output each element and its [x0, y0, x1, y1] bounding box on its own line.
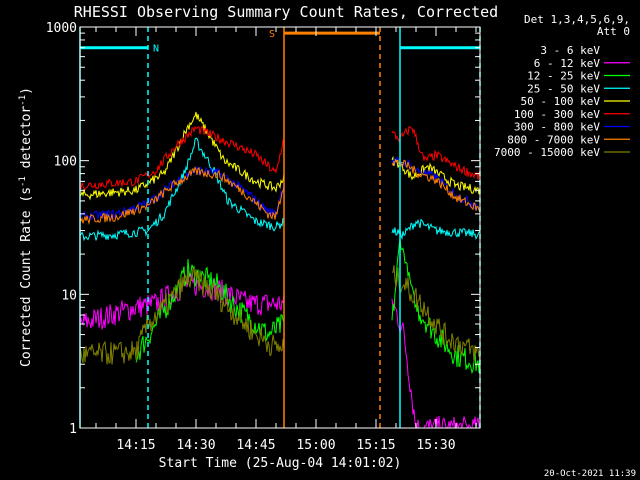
legend-label-5: 50 - 100 keV — [521, 95, 601, 108]
legend-label-8: 800 - 7000 keV — [507, 133, 600, 146]
legend-label-3: 12 - 25 keV — [527, 70, 600, 83]
x-tick-label-1445: 14:45 — [236, 438, 275, 453]
footer-date: 20-Oct-2021 11:39 — [544, 469, 636, 479]
y-tick-label-100: 100 — [54, 155, 77, 170]
x-axis-label: Start Time (25-Aug-04 14:01:02) — [159, 456, 402, 471]
series-line-6-part-2 — [391, 126, 480, 180]
legend-header-line-1: Det 1,3,4,5,6,9, — [524, 13, 630, 26]
x-tick-label-1415: 14:15 — [116, 438, 155, 453]
plot-frame — [79, 26, 481, 429]
axes: 1 10 100 1000 14:15 14:30 14:45 15:00 15:15 15:30 — [46, 21, 480, 453]
legend-label-4: 25 - 50 keV — [527, 82, 600, 95]
y-axis-label-part-5: ) — [19, 87, 34, 95]
y-tick-label-1: 1 — [69, 422, 77, 437]
plot-area: NS — [79, 27, 481, 428]
series-line-8-part-1 — [80, 166, 285, 226]
series-line-1-part-1 — [80, 272, 285, 428]
y-tick-label-10: 10 — [61, 288, 77, 303]
legend-label-9: 7000 - 15000 keV — [494, 146, 600, 159]
x-tick-label-1430: 14:30 — [176, 438, 215, 453]
series-line-3-part-2 — [391, 238, 480, 375]
legend-label-7: 300 - 800 keV — [514, 121, 600, 134]
series-line-8-part-2 — [391, 158, 480, 213]
annotation-S-label: S — [269, 29, 275, 40]
y-axis-label-part-2: -1 — [18, 176, 28, 187]
series-line-9-part-2 — [391, 265, 480, 363]
legend-label-6: 100 - 300 keV — [514, 108, 600, 121]
legend-header-line-2: Att 0 — [597, 25, 630, 38]
series-line-4-part-2 — [391, 218, 480, 241]
y-axis-label: Corrected Count Rate (s-1 detector-1) — [18, 87, 34, 367]
legend-label-1: 3 - 6 keV — [540, 44, 600, 57]
series-line-1-part-2 — [391, 261, 480, 428]
series-line-4-part-1 — [80, 137, 285, 242]
series-line-6-part-1 — [80, 125, 285, 191]
x-tick-label-1530: 15:30 — [416, 438, 455, 453]
y-axis-label-part-4: -1 — [18, 95, 28, 106]
y-axis-label-part-1: Corrected Count Rate (s — [19, 187, 34, 367]
chart-title: RHESSI Observing Summary Count Rates, Co… — [74, 3, 498, 21]
legend-label-2: 6 - 12 keV — [534, 57, 601, 70]
y-axis-label-part-3: detector — [19, 106, 34, 177]
x-tick-label-1500: 15:00 — [296, 438, 335, 453]
series-line-5-part-2 — [391, 155, 480, 195]
series-group — [80, 111, 480, 428]
x-tick-label-1515: 15:15 — [356, 438, 395, 453]
series-line-9-part-1 — [80, 266, 285, 365]
annotation-N-label: N — [153, 44, 159, 55]
y-tick-label-1000: 1000 — [46, 21, 77, 36]
